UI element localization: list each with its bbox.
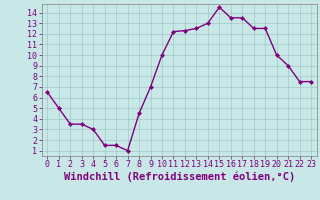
X-axis label: Windchill (Refroidissement éolien,°C): Windchill (Refroidissement éolien,°C) xyxy=(64,172,295,182)
